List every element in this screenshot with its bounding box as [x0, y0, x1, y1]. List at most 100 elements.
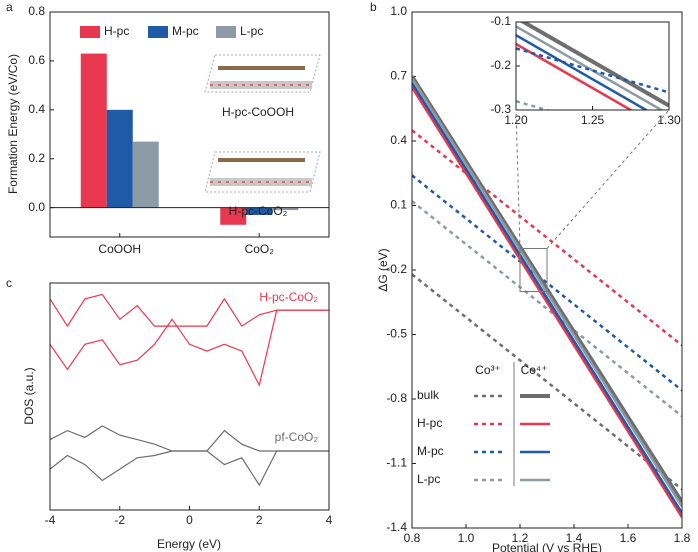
cell-outline	[204, 151, 321, 193]
x-tick-label: 0.8	[404, 531, 421, 545]
x-tick-label: -2	[114, 513, 125, 527]
bar	[132, 141, 159, 208]
line	[412, 200, 682, 418]
line	[519, 22, 669, 108]
panel-label: b	[370, 0, 377, 14]
series-group	[50, 293, 329, 487]
series-group	[516, 22, 669, 110]
zoom-box	[519, 248, 548, 292]
y-axis-title: DOS (a.u.)	[22, 367, 36, 424]
bar	[272, 207, 299, 211]
series-group	[412, 75, 682, 518]
y-tick-label: -0.5	[386, 327, 407, 341]
y-tick-label: -0.1	[490, 14, 511, 28]
legend-label: M-pc	[172, 24, 199, 38]
legend-label: L-pc	[240, 24, 263, 38]
line	[516, 99, 552, 110]
zoom-indicator	[515, 109, 670, 292]
line	[516, 25, 664, 110]
plot-frame	[411, 11, 683, 529]
legend-label: bulk	[417, 388, 440, 402]
legend-swatch	[80, 26, 100, 38]
legend-header: Co³⁺	[475, 363, 501, 377]
y-axis-title: ΔG (eV)	[376, 248, 390, 291]
line	[412, 273, 682, 491]
y-tick-label: -1.4	[386, 520, 407, 534]
bar	[80, 53, 107, 208]
annotation: H-pc-CoO₂	[229, 204, 288, 218]
x-tick-label: CoOOH	[98, 242, 141, 256]
bar	[106, 109, 133, 208]
x-tick-label: 1.25	[581, 113, 605, 127]
y-tick-label: 0.2	[28, 151, 45, 165]
legend-swatch	[148, 26, 168, 38]
inset-background	[516, 22, 669, 110]
legend-swatch	[216, 26, 236, 38]
plot-frame	[49, 11, 330, 238]
legend-label: H-pc	[104, 24, 129, 38]
line	[50, 450, 329, 487]
line	[516, 47, 669, 94]
zoom-connector	[546, 109, 670, 249]
line	[50, 309, 329, 387]
chart-panel: b ΔG (eV) Potential (V vs RHE) -1.4 -1.1 -0.8…	[370, 0, 691, 552]
series-label: H-pc-CoO₂	[259, 290, 318, 304]
plot-frame	[49, 282, 330, 511]
line	[412, 129, 682, 347]
x-tick-label: 1.2	[512, 531, 529, 545]
y-tick-label: 0.8	[28, 4, 45, 18]
bar	[220, 207, 247, 225]
panel-label: a	[6, 0, 13, 14]
series-label: pf-CoO₂	[275, 430, 319, 444]
chart-panel: c DOS (a.u.) Energy (eV) -4 -2 0 2 4 H-pc-CoO₂ pf…	[6, 276, 333, 551]
legend-header: Co⁴⁺	[521, 363, 548, 377]
y-tick-label: 0.7	[390, 69, 407, 83]
x-tick-label: -4	[45, 513, 56, 527]
legend-label: L-pc	[417, 472, 440, 486]
structure-coooh	[204, 54, 321, 93]
chart-panel: a Formation Energy (eV/Co) 0.0 0.2 0.4 0.6 0.8…	[6, 0, 330, 256]
annotation: H-pc-CoOOH	[222, 105, 294, 119]
x-tick-label: 1.6	[620, 531, 637, 545]
line	[516, 34, 649, 110]
bar	[246, 207, 273, 215]
y-tick-label: 1.0	[390, 4, 407, 18]
y-tick-label: -0.3	[490, 102, 511, 116]
legend-label: H-pc	[417, 416, 442, 430]
y-tick-label: -0.2	[386, 262, 407, 276]
y-tick-label: -0.8	[386, 391, 407, 405]
x-axis-title: Potential (V vs RHE)	[492, 541, 602, 552]
x-tick-label: 1.4	[566, 531, 583, 545]
y-tick-label: -0.2	[490, 58, 511, 72]
cell-outline	[204, 54, 321, 93]
line	[412, 86, 682, 518]
y-tick-label: 0.1	[390, 198, 407, 212]
line	[412, 174, 682, 392]
line	[412, 77, 682, 508]
plot-frame	[515, 21, 670, 111]
x-tick-label: 1.0	[458, 531, 475, 545]
structure-images	[204, 54, 321, 193]
x-tick-label: 0	[186, 513, 193, 527]
line	[516, 42, 634, 110]
y-tick-label: 0.6	[28, 53, 45, 67]
line	[412, 82, 682, 514]
x-tick-label: 1.8	[674, 531, 691, 545]
zoom-connector	[515, 109, 521, 249]
x-axis-title: Energy (eV)	[157, 537, 221, 551]
panel-label: c	[6, 276, 12, 290]
structure-coo2	[204, 151, 321, 193]
x-tick-label: 4	[326, 513, 333, 527]
x-tick-label: CoO₂	[245, 242, 275, 256]
x-tick-label: 2	[256, 513, 263, 527]
chart-panel: -0.3-0.2-0.11.20 1.25 1.30	[490, 14, 681, 127]
y-axis-title: Formation Energy (eV/Co)	[6, 54, 20, 194]
x-tick-label: 1.30	[657, 113, 681, 127]
y-tick-label: -1.1	[386, 456, 407, 470]
y-tick-label: 0.0	[28, 200, 45, 214]
legend-label: M-pc	[417, 444, 444, 458]
y-tick-label: 0.4	[390, 133, 407, 147]
y-tick-label: 0.4	[28, 102, 45, 116]
